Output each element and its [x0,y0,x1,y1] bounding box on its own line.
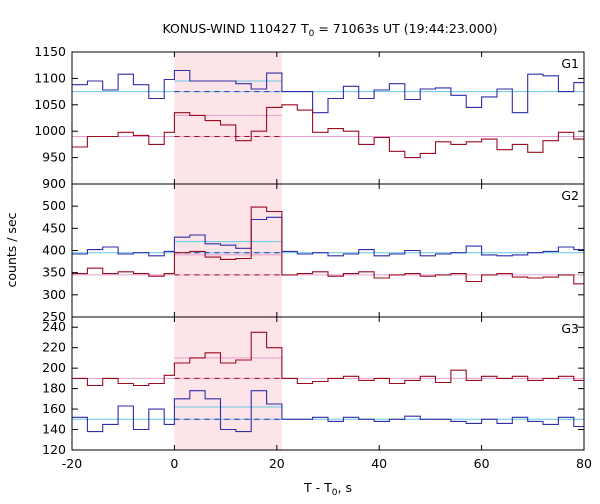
series-g3-blue-histogram [72,390,584,433]
series-g3-red-histogram [72,331,584,387]
y-tick-label: 300 [42,287,66,302]
chart-title: KONUS-WIND 110427 T0 = 71063s UT (19:44:… [162,21,497,39]
y-tick-label: 500 [42,198,66,213]
x-tick-label: 20 [269,456,285,471]
y-tick-label: 1000 [34,123,66,138]
y-tick-label: 1150 [34,44,66,59]
y-tick-label: 140 [42,422,66,437]
x-tick-label: -20 [62,456,82,471]
series-g2-red-histogram [72,206,584,285]
y-tick-label: 1050 [34,97,66,112]
panel-label: G3 [561,321,579,336]
x-axis-label: T - T0, s [303,480,352,498]
y-tick-label: 240 [42,319,66,334]
x-tick-label: 0 [170,456,178,471]
x-tick-label: 60 [474,456,490,471]
y-tick-label: 1100 [34,70,66,85]
x-tick-label: 40 [371,456,387,471]
panel-frame [71,316,585,451]
panel-g3: 120 140 160 180 200 220 240 G3 [42,316,585,457]
y-tick-label: 950 [42,150,66,165]
y-tick-label: 160 [42,401,66,416]
y-tick-label: 220 [42,340,66,355]
panel-label: G2 [561,188,579,203]
panel-label: G1 [561,56,579,71]
y-tick-label: 400 [42,243,66,258]
y-tick-label: 200 [42,360,66,375]
series-g2-blue-histogram [72,216,584,257]
plot-area: 9009501000105011001150G12503003504004505… [34,44,592,471]
y-tick-label: 350 [42,265,66,280]
series-g1-red-histogram [72,104,584,159]
y-tick-label: 450 [42,220,66,235]
x-tick-label: 80 [576,456,592,471]
y-tick-label: 250 [42,309,66,324]
y-axis-label: counts / sec [4,212,19,287]
y-tick-label: 120 [42,442,66,457]
series-g1-blue-histogram [72,69,584,114]
y-tick-label: 180 [42,381,66,396]
y-tick-label: 900 [42,176,66,191]
